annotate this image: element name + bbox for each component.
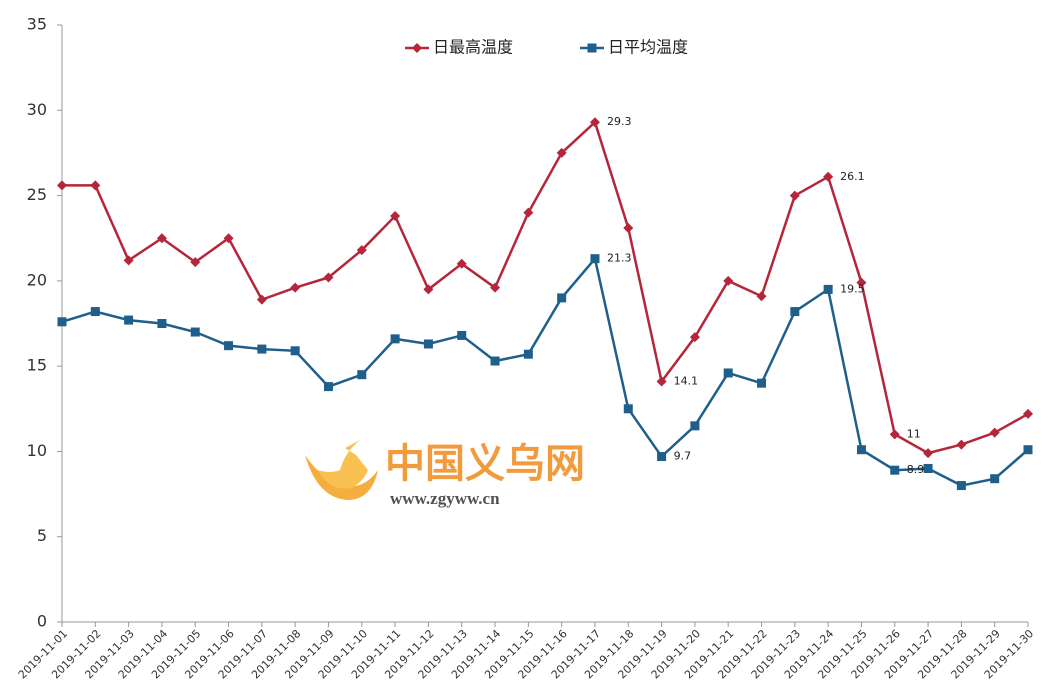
point xyxy=(90,307,100,317)
point xyxy=(323,272,334,283)
legend-label: 日最高温度 xyxy=(433,38,513,57)
point xyxy=(356,245,367,256)
point xyxy=(889,429,900,440)
logo-shape xyxy=(318,440,368,489)
legend-label: 日平均温度 xyxy=(608,38,688,57)
point xyxy=(423,339,433,349)
point xyxy=(723,368,733,378)
data-label: 14.1 xyxy=(674,374,699,387)
point xyxy=(989,427,1000,438)
point xyxy=(956,481,966,491)
point xyxy=(456,258,467,269)
point xyxy=(557,293,567,303)
logo-shape xyxy=(305,455,378,500)
point xyxy=(789,190,800,201)
point xyxy=(856,277,867,288)
y-tick-label: 5 xyxy=(37,526,47,545)
point xyxy=(390,334,400,344)
point xyxy=(556,147,567,158)
point xyxy=(323,382,333,392)
point xyxy=(757,378,767,388)
point xyxy=(623,404,633,414)
y-tick-label: 10 xyxy=(27,441,47,460)
point xyxy=(390,211,401,222)
legend: 日最高温度 日平均温度 xyxy=(405,38,688,57)
point xyxy=(823,171,834,182)
point xyxy=(890,465,900,475)
point xyxy=(90,180,101,191)
point xyxy=(457,330,467,340)
point xyxy=(124,315,134,325)
data-label: 19.5 xyxy=(840,282,865,295)
point xyxy=(290,346,300,356)
y-tick-label: 30 xyxy=(27,100,47,119)
point xyxy=(490,282,501,293)
point xyxy=(256,294,267,305)
data-label: 11 xyxy=(907,427,921,440)
point xyxy=(923,463,933,473)
watermark-url: www.zgyww.cn xyxy=(390,489,500,508)
data-label: 8.9 xyxy=(907,463,925,476)
point xyxy=(823,284,833,294)
point xyxy=(156,233,167,244)
point xyxy=(523,349,533,359)
point xyxy=(723,275,734,286)
point xyxy=(657,452,667,462)
y-tick-label: 15 xyxy=(27,356,47,375)
point xyxy=(656,376,667,387)
data-label: 26.1 xyxy=(840,170,865,183)
data-label: 29.3 xyxy=(607,115,632,128)
watermark: 中国义乌网 www.zgyww.cn xyxy=(305,440,585,508)
point xyxy=(790,307,800,317)
point xyxy=(290,282,301,293)
series-line xyxy=(61,255,1029,487)
point xyxy=(224,341,234,351)
point xyxy=(856,445,866,455)
y-tick-label: 0 xyxy=(37,612,47,631)
point xyxy=(990,474,1000,484)
data-label: 21.3 xyxy=(607,252,632,265)
point xyxy=(689,332,700,343)
point xyxy=(623,222,634,233)
point xyxy=(923,448,934,459)
point xyxy=(190,327,200,337)
point xyxy=(589,117,600,128)
point xyxy=(756,291,767,302)
point xyxy=(690,421,700,431)
point xyxy=(123,255,134,266)
point xyxy=(57,317,67,327)
point xyxy=(357,370,367,380)
point xyxy=(157,319,167,328)
point xyxy=(223,233,234,244)
point xyxy=(523,207,534,218)
y-tick-label: 35 xyxy=(27,15,47,34)
y-tick-label: 20 xyxy=(27,270,47,289)
y-tick-label: 25 xyxy=(27,185,47,204)
point xyxy=(412,43,422,53)
point xyxy=(257,344,267,354)
point xyxy=(590,254,600,264)
point xyxy=(1023,445,1033,455)
series-line xyxy=(62,119,1029,455)
data-label: 9.7 xyxy=(674,450,692,463)
point xyxy=(423,284,434,295)
point xyxy=(587,43,597,53)
point xyxy=(190,257,201,268)
watermark-title: 中国义乌网 xyxy=(385,441,585,487)
point xyxy=(1023,408,1033,419)
point xyxy=(956,439,967,450)
point xyxy=(490,356,500,366)
point xyxy=(57,180,67,191)
